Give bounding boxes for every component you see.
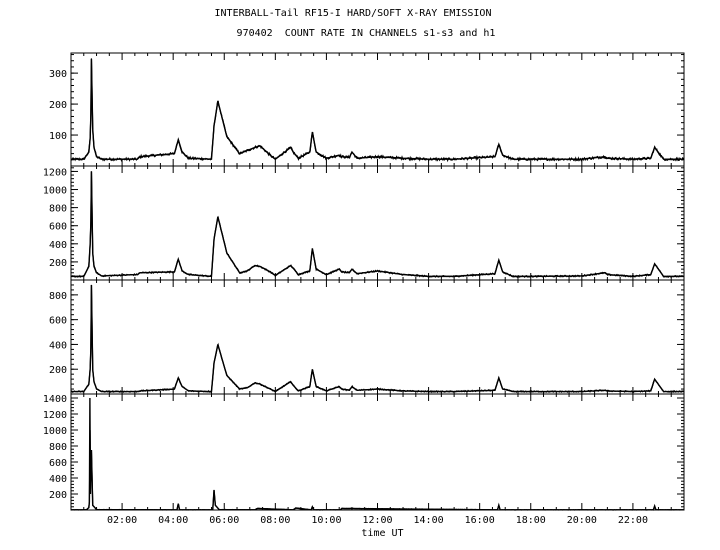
x-tick-label: 12:00 [362,515,392,526]
panel-2-trace [70,171,685,279]
x-tick-label: 08:00 [260,515,290,526]
panel-1-frame [70,52,685,167]
y-tick-label: 1000 [43,426,67,437]
panel-1-trace [70,58,685,163]
panel-4-frame [70,393,685,511]
x-tick-label: 14:00 [414,515,444,526]
panel-3-trace [70,284,685,394]
y-tick-label: 300 [49,69,67,80]
x-axis-label: time UT [361,528,403,539]
y-tick-label: 200 [49,365,67,376]
y-tick-label: 800 [49,291,67,302]
y-tick-label: 600 [49,458,67,469]
x-tick-label: 06:00 [209,515,239,526]
x-tick-label: 18:00 [516,515,546,526]
x-tick-label: 02:00 [107,515,137,526]
chart-title: INTERBALL-Tail RF15-I HARD/SOFT X-RAY EM… [214,8,492,19]
panel-3-peaks [71,284,684,393]
y-tick-label: 600 [49,316,67,327]
panel-4-trace [70,430,685,511]
panel-2-frame [70,165,685,281]
y-tick-label: 600 [49,222,67,233]
panel-3-frame [70,279,685,395]
x-tick-label: 04:00 [158,515,188,526]
y-tick-label: 1200 [43,410,67,421]
y-tick-label: 1000 [43,186,67,197]
panel-1-peaks [71,59,684,161]
chart-subtitle: 970402 COUNT RATE IN CHANNELS s1-s3 and … [236,28,496,39]
x-tick-label: 20:00 [567,515,597,526]
y-tick-label: 400 [49,474,67,485]
x-tick-label: 10:00 [311,515,341,526]
y-tick-label: 800 [49,442,67,453]
y-tick-label: 100 [49,131,67,142]
x-tick-label: 16:00 [465,515,495,526]
panel-2-peaks [71,171,684,278]
y-tick-label: 400 [49,240,67,251]
y-tick-label: 1200 [43,167,67,178]
y-tick-label: 400 [49,340,67,351]
y-tick-label: 200 [49,490,67,501]
y-tick-label: 200 [49,258,67,269]
y-tick-label: 1400 [43,394,67,405]
panel-4-peaks [71,397,684,511]
y-tick-label: 800 [49,204,67,215]
y-tick-label: 200 [49,100,67,111]
x-tick-label: 22:00 [618,515,648,526]
